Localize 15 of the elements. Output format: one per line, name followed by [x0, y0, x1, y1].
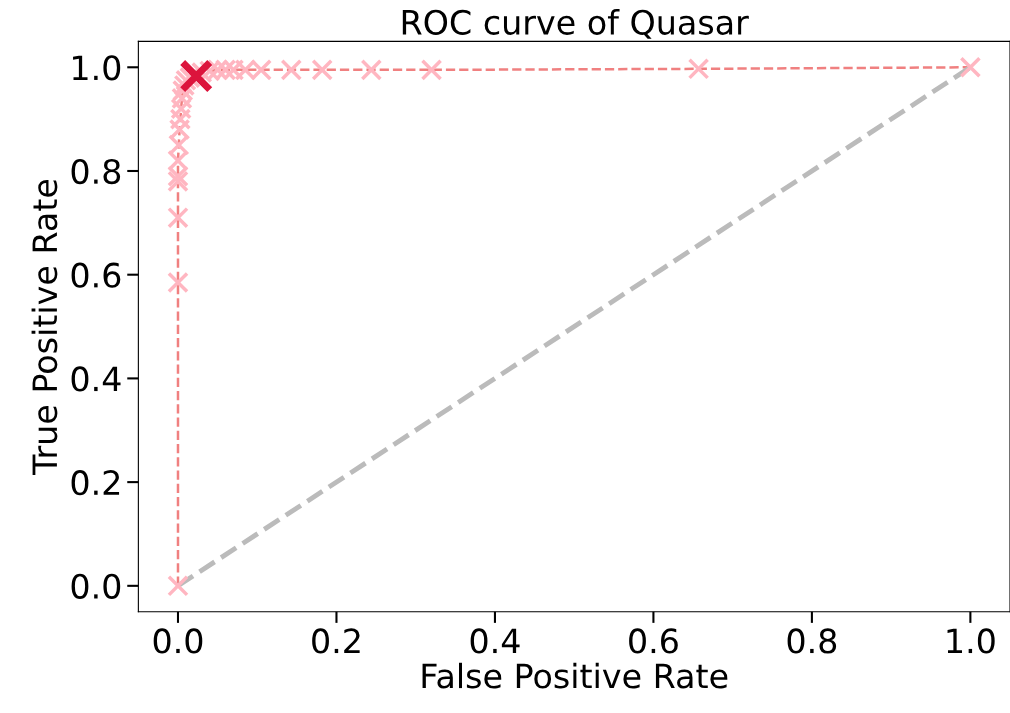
y-tick-label: 0.2 — [71, 470, 120, 496]
x-tick-label: 0.4 — [470, 628, 520, 654]
y-tick-label: 0.6 — [71, 262, 121, 288]
x-tick-label: 0.2 — [312, 628, 360, 654]
y-tick-label: 0.4 — [71, 366, 121, 392]
x-tick-label: 1.0 — [947, 628, 995, 654]
x-tick-label: 0.6 — [629, 628, 678, 654]
x-tick-label: 0.0 — [153, 628, 203, 654]
y-tick-label: 0.8 — [71, 158, 121, 185]
y-axis-title: True Positive Rate — [31, 179, 58, 476]
x-axis-title: False Positive Rate — [422, 662, 728, 689]
chart-title: ROC curve of Quasar — [402, 9, 749, 39]
x-tick-label: 0.8 — [787, 628, 837, 654]
y-tick-label: 0.0 — [71, 573, 121, 599]
y-tick-label: 1.0 — [73, 55, 121, 81]
